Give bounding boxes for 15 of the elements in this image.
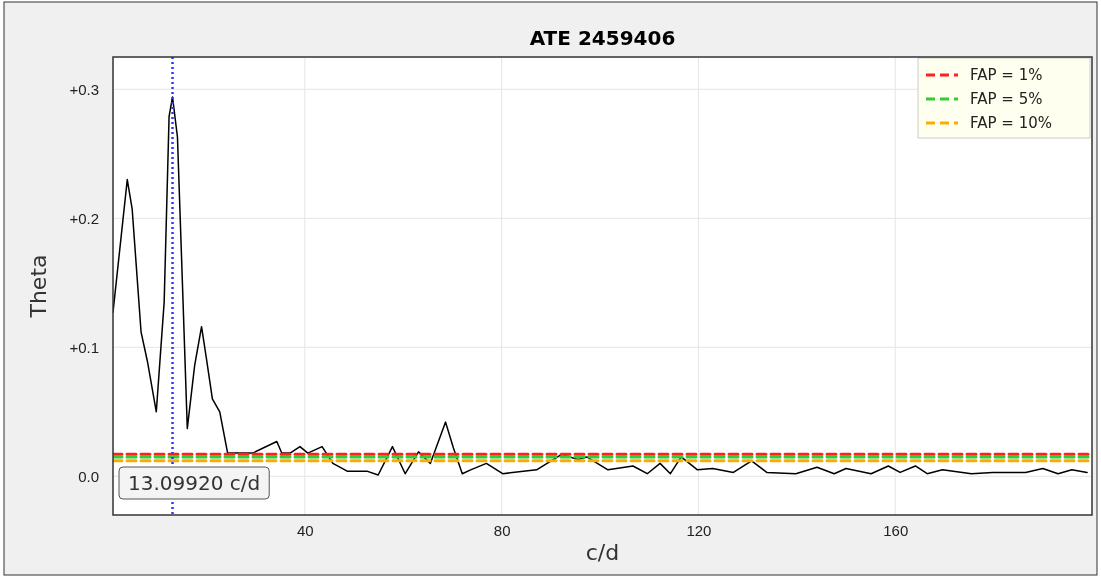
x-axis-title: c/d [585, 540, 620, 565]
legend-label: FAP = 10% [970, 114, 1053, 132]
ref-line-label: 13.09920 c/d [128, 471, 261, 495]
legend-label: FAP = 1% [970, 66, 1043, 84]
y-tick-label: 0.0 [78, 467, 99, 485]
y-axis-title: Theta [26, 254, 51, 319]
y-tick-label: +0.2 [69, 209, 99, 227]
x-tick-label: 160 [883, 521, 909, 539]
chart-title: ATE 2459406 [529, 26, 676, 50]
x-tick-label: 40 [297, 521, 314, 539]
x-tick-label: 80 [493, 521, 511, 539]
y-tick-label: +0.1 [69, 338, 99, 356]
y-tick-label: +0.3 [69, 80, 99, 98]
legend-label: FAP = 5% [970, 90, 1043, 108]
x-tick-label: 120 [686, 521, 712, 539]
